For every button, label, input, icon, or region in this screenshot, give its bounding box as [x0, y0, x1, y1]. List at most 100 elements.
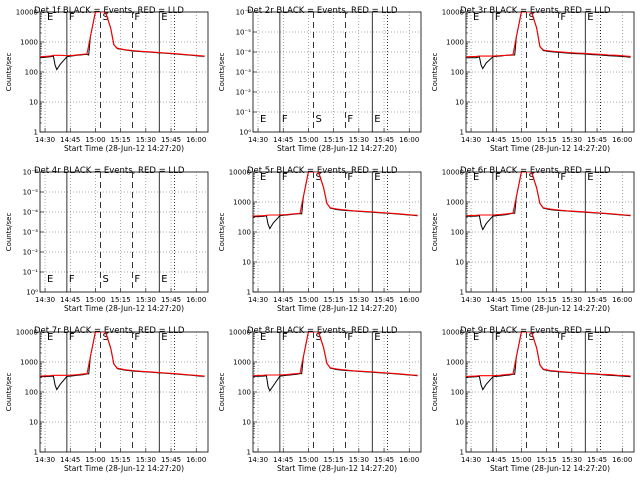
- x-tick-label: 15:45: [161, 136, 181, 144]
- marker-letter: S: [315, 114, 321, 125]
- marker-letter: E: [260, 332, 266, 343]
- y-tick-label: 10⁻¹: [236, 109, 252, 117]
- x-tick-label: 14:45: [486, 136, 506, 144]
- x-tick-label: 14:30: [461, 456, 481, 464]
- y-tick-label: 10⁻⁴: [23, 209, 39, 217]
- marker-letter: S: [528, 172, 534, 183]
- y-tick-label: 1000: [20, 359, 38, 367]
- x-tick-label: 14:45: [486, 296, 506, 304]
- panel-title: Det 5r BLACK = Events, RED = LLD: [247, 166, 398, 176]
- lld-line: [40, 12, 205, 58]
- marker-letter: S: [102, 12, 108, 23]
- panel-det-3: Det 3r BLACK = Events, RED = LLD 14:30 14:…: [431, 6, 635, 153]
- marker-letter: F: [347, 114, 353, 125]
- y-tick-label: 100: [238, 229, 251, 237]
- marker-letter: E: [587, 332, 593, 343]
- y-tick-label: 1: [460, 129, 464, 137]
- marker-letter: S: [315, 172, 321, 183]
- events-line: [40, 12, 205, 71]
- lld-line: [253, 332, 418, 377]
- x-tick-label: 15:00: [85, 456, 105, 464]
- y-tick-label: 10⁻³: [236, 69, 252, 77]
- marker-letter: E: [47, 332, 53, 343]
- panel-title: Det 8r BLACK = Events, RED = LLD: [247, 326, 398, 336]
- y-tick-label: 10: [242, 419, 251, 427]
- y-tick-label: 10⁻²: [236, 89, 252, 97]
- x-tick-label: 15:45: [587, 136, 607, 144]
- y-tick-label: 10000: [229, 169, 251, 177]
- panel-det-8: Det 8r BLACK = Events, RED = LLD 14:30 14:…: [218, 326, 422, 473]
- marker-letter: F: [134, 274, 140, 285]
- events-line: [466, 332, 631, 391]
- x-tick-label: 14:30: [461, 136, 481, 144]
- x-tick-label: 14:45: [273, 456, 293, 464]
- x-tick-label: 14:30: [35, 456, 55, 464]
- x-tick-label: 15:30: [136, 296, 156, 304]
- x-tick-label: 15:30: [349, 136, 369, 144]
- y-tick-label: 1: [34, 129, 38, 137]
- marker-letter: F: [560, 332, 566, 343]
- panel-det-5: Det 5r BLACK = Events, RED = LLD 14:30 14:…: [218, 166, 422, 313]
- x-tick-label: 15:45: [374, 136, 394, 144]
- marker-letter: E: [374, 172, 380, 183]
- lld-line: [253, 172, 418, 217]
- events-line: [466, 172, 631, 231]
- y-tick-label: 1: [247, 449, 251, 457]
- x-tick-label: 14:45: [60, 136, 80, 144]
- y-tick-label: 1000: [233, 359, 251, 367]
- y-tick-label: 10⁰: [26, 289, 38, 297]
- x-tick-label: 16:00: [399, 136, 419, 144]
- x-tick-label: 15:00: [298, 456, 318, 464]
- marker-letter: E: [374, 332, 380, 343]
- x-tick-label: 14:30: [35, 296, 55, 304]
- marker-letter: E: [587, 12, 593, 23]
- marker-letter: F: [282, 172, 288, 183]
- y-tick-label: 10⁻⁶: [236, 9, 252, 17]
- y-tick-label: 100: [25, 69, 38, 77]
- panel-det-1: Det 1f BLACK = Events, RED = LLD 14:30 14:…: [5, 6, 209, 153]
- events-line: [253, 332, 418, 392]
- y-tick-label: 1: [247, 289, 251, 297]
- x-tick-label: 15:45: [587, 456, 607, 464]
- x-axis-label: Start Time (28-Jun-12 14:27:20): [277, 464, 397, 473]
- x-tick-label: 14:30: [248, 296, 268, 304]
- marker-letter: E: [161, 12, 167, 23]
- x-tick-label: 14:30: [35, 136, 55, 144]
- y-axis-label: Counts/sec: [218, 373, 226, 412]
- x-tick-label: 15:00: [85, 136, 105, 144]
- x-tick-label: 16:00: [186, 296, 206, 304]
- marker-letter: E: [473, 172, 479, 183]
- x-tick-label: 15:00: [511, 456, 531, 464]
- y-tick-label: 10000: [229, 329, 251, 337]
- y-tick-label: 10⁰: [239, 129, 251, 137]
- y-tick-label: 100: [25, 389, 38, 397]
- marker-letter: E: [161, 274, 167, 285]
- y-axis-label: Counts/sec: [5, 373, 13, 412]
- x-tick-label: 16:00: [399, 456, 419, 464]
- marker-letter: E: [47, 12, 53, 23]
- marker-letter: F: [347, 172, 353, 183]
- panel-title: Det 2r BLACK = Events, RED = LLD: [247, 6, 398, 16]
- y-tick-label: 100: [451, 69, 464, 77]
- x-tick-label: 16:00: [612, 456, 632, 464]
- marker-letter: F: [495, 332, 501, 343]
- x-tick-label: 16:00: [612, 136, 632, 144]
- x-tick-label: 15:30: [136, 136, 156, 144]
- x-tick-label: 15:45: [587, 296, 607, 304]
- x-axis-label: Start Time (28-Jun-12 14:27:20): [490, 144, 610, 153]
- x-tick-label: 15:00: [298, 136, 318, 144]
- marker-letter: F: [69, 332, 75, 343]
- y-tick-label: 10⁻⁴: [236, 49, 252, 57]
- events-line: [40, 332, 205, 391]
- y-tick-label: 100: [238, 389, 251, 397]
- x-tick-label: 14:30: [248, 136, 268, 144]
- x-tick-label: 15:45: [374, 456, 394, 464]
- marker-letter: S: [528, 332, 534, 343]
- y-tick-label: 10: [455, 259, 464, 267]
- y-tick-label: 10000: [442, 9, 464, 17]
- y-tick-label: 10: [29, 419, 38, 427]
- events-line: [253, 172, 418, 230]
- events-line: [466, 12, 631, 70]
- x-tick-label: 14:45: [273, 136, 293, 144]
- x-tick-label: 15:15: [111, 456, 131, 464]
